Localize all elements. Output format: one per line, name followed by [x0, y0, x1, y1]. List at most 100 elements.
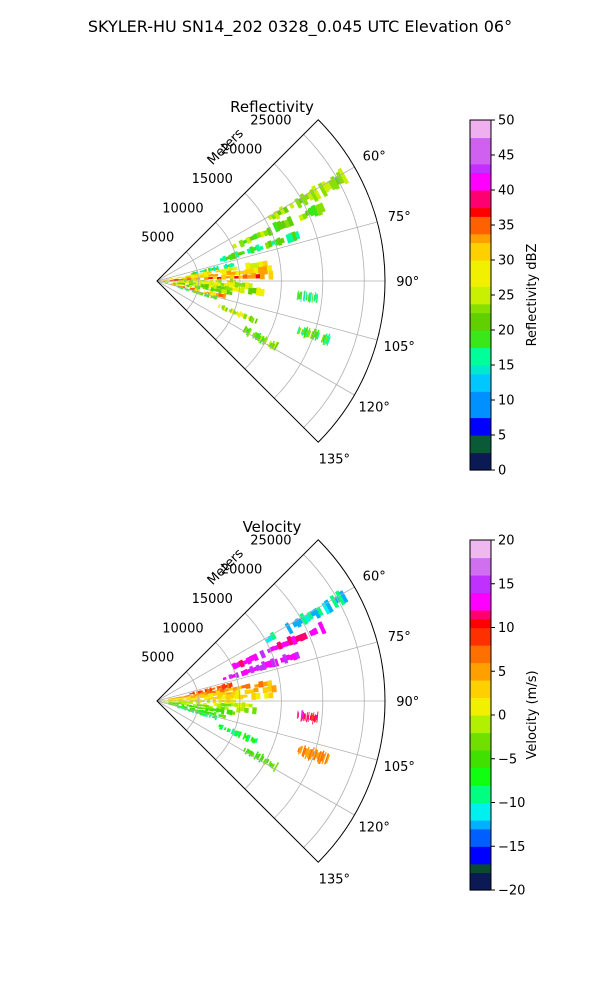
echo-cell: [226, 692, 232, 696]
echo-cell: [316, 752, 321, 760]
echo-cell: [221, 274, 227, 280]
colorbar-swatch: [470, 732, 491, 742]
colorbar-swatch: [470, 557, 491, 567]
echo-cell: [221, 695, 227, 699]
echo-cell: [220, 714, 224, 718]
echo-cell: [172, 282, 178, 284]
echo-cell: [312, 712, 315, 725]
echo-cell: [212, 266, 216, 272]
colorbar-swatch: [470, 321, 491, 331]
colorbar-swatch: [470, 443, 491, 454]
echo-cell: [189, 693, 192, 695]
echo-cell: [246, 749, 251, 754]
colorbar-swatch: [470, 268, 491, 279]
echo-cell: [215, 269, 221, 273]
echo-cell: [237, 311, 242, 318]
colorbar-swatch: [470, 828, 491, 839]
echo-cell: [165, 700, 171, 701]
echo-cell: [224, 282, 229, 287]
echo-cell: [220, 282, 225, 287]
reflectivity-title: Reflectivity: [230, 98, 314, 116]
echo-cell: [248, 750, 253, 757]
angular-gridline: [156, 641, 378, 702]
echo-cell: [238, 694, 244, 700]
echo-cell: [308, 629, 315, 637]
echo-cell: [222, 293, 227, 300]
echo-cell: [175, 703, 179, 705]
echo-cell: [248, 283, 253, 289]
colorbar-swatch: [470, 286, 491, 296]
echo-cell: [192, 704, 198, 707]
echo-cell: [185, 701, 190, 704]
colorbar-swatch: [470, 373, 491, 384]
echo-cell: [323, 599, 334, 613]
echo-cell: [254, 683, 260, 688]
echo-cell: [191, 697, 196, 701]
echo-cell: [226, 270, 232, 276]
echo-cell: [338, 590, 349, 604]
echo-cell: [218, 289, 222, 294]
echo-cell: [301, 710, 304, 722]
echo-cell: [242, 694, 248, 698]
echo-cell: [218, 713, 222, 718]
echo-cell: [256, 753, 262, 761]
echo-cell: [227, 703, 232, 707]
radial-tick-label: 20000: [221, 563, 262, 578]
echo-cell: [303, 712, 306, 720]
echo-cell: [315, 752, 319, 758]
colorbar-swatch: [470, 776, 491, 786]
angular-tick-label: 120°: [359, 400, 390, 415]
echo-cell: [212, 696, 218, 700]
echo-cell: [301, 327, 306, 336]
echo-cell: [245, 262, 251, 270]
echo-cell: [216, 685, 220, 691]
echo-cell: [181, 704, 185, 707]
echo-cell: [309, 746, 315, 760]
echo-cell: [204, 707, 209, 712]
echo-cell: [259, 288, 265, 297]
echo-cell: [314, 203, 323, 216]
echo-cell: [312, 627, 319, 635]
echo-cell: [172, 698, 178, 700]
echo-cell: [251, 272, 257, 279]
echo-cell: [314, 714, 316, 723]
echo-cell: [176, 276, 182, 279]
echo-cell: [216, 285, 222, 290]
echo-cell: [301, 745, 307, 757]
echo-cell: [266, 265, 273, 272]
echo-cell: [183, 284, 187, 287]
echo-cell: [258, 680, 264, 688]
echo-cell: [234, 282, 239, 288]
echo-cell: [224, 707, 229, 710]
colorbar-swatch: [470, 855, 491, 865]
echo-cell: [304, 329, 309, 338]
echo-cell: [288, 232, 295, 243]
echo-cell: [280, 220, 287, 229]
radial-tick-label: 20000: [221, 143, 262, 158]
echo-cell: [231, 263, 235, 267]
echo-cell: [242, 313, 247, 319]
echo-cell: [223, 688, 230, 692]
echo-cell: [213, 288, 217, 292]
echo-cell: [244, 707, 249, 714]
colorbar-swatch: [470, 645, 491, 655]
echo-cell: [244, 282, 250, 290]
echo-cell: [301, 632, 309, 640]
echo-cell: [251, 692, 257, 700]
echo-cell: [169, 279, 175, 281]
echo-cell: [298, 633, 305, 642]
echo-cell: [299, 193, 309, 206]
echo-cell: [229, 308, 233, 314]
sector-outline: [156, 119, 386, 443]
colorbar-swatch: [470, 233, 491, 244]
echo-cell: [303, 326, 309, 339]
echo-cell: [168, 277, 173, 280]
echo-cell: [228, 728, 232, 733]
echo-cell: [257, 266, 264, 274]
echo-cell: [219, 268, 225, 274]
echo-cell: [297, 745, 303, 755]
echo-cell: [316, 711, 319, 723]
echo-cell: [168, 281, 172, 283]
echo-cell: [234, 695, 239, 699]
